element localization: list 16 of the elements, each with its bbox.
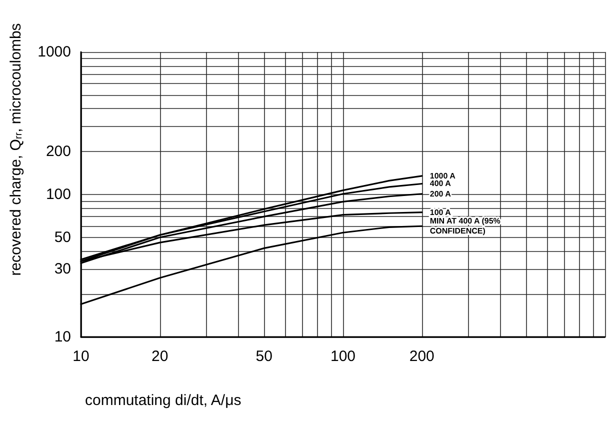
series-label: 400 A	[430, 179, 452, 188]
x-tick-label: 10	[72, 348, 90, 365]
x-axis-title: commutating di/dt, A/μs	[85, 392, 242, 409]
y-tick-label: 50	[54, 228, 71, 246]
series-label: 1000 A	[430, 171, 456, 180]
y-axis-title: recovered charge, Qrr, microcoulombs	[8, 23, 24, 276]
y-tick-label: 1000	[38, 44, 71, 60]
y-tick-label: 100	[46, 186, 71, 203]
x-tick-label: 100	[330, 348, 356, 365]
y-tick-label: 30	[54, 260, 71, 278]
series-label: 100 A	[430, 208, 452, 217]
x-tick-label: 20	[152, 348, 168, 365]
x-tick-label: 50	[256, 348, 272, 365]
y-tick-label: 200	[46, 143, 71, 160]
y-tick-label: 10	[54, 328, 71, 346]
x-tick-label: 200	[409, 348, 434, 365]
